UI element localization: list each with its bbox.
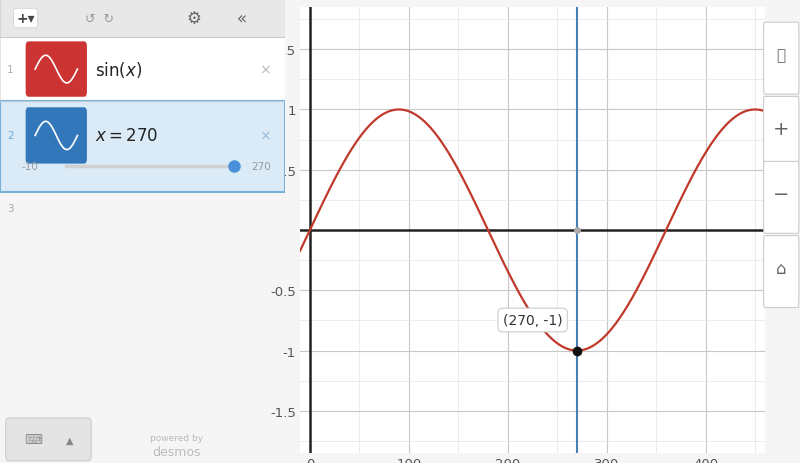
- FancyBboxPatch shape: [763, 236, 799, 308]
- FancyBboxPatch shape: [0, 38, 285, 102]
- Text: +: +: [773, 120, 790, 139]
- Text: 3: 3: [7, 204, 14, 214]
- Text: ⌂: ⌂: [776, 260, 786, 277]
- FancyBboxPatch shape: [0, 102, 285, 192]
- Text: ⚙: ⚙: [186, 10, 202, 28]
- Text: 270: 270: [251, 162, 270, 172]
- FancyBboxPatch shape: [6, 418, 91, 461]
- Text: −: −: [773, 185, 790, 204]
- Text: powered by: powered by: [150, 433, 203, 442]
- Text: ×: ×: [259, 129, 271, 143]
- Text: $\sin(x)$: $\sin(x)$: [95, 60, 142, 80]
- Text: ↺  ↻: ↺ ↻: [86, 13, 114, 25]
- FancyBboxPatch shape: [26, 108, 87, 164]
- Text: -10: -10: [22, 162, 38, 172]
- Text: (270, -1): (270, -1): [503, 313, 562, 327]
- Text: ⌨: ⌨: [24, 433, 42, 446]
- FancyBboxPatch shape: [0, 0, 285, 38]
- FancyBboxPatch shape: [763, 162, 799, 234]
- Text: 1: 1: [7, 65, 14, 75]
- Text: ×: ×: [259, 63, 271, 77]
- Text: 2: 2: [7, 131, 14, 141]
- Text: desmos: desmos: [153, 445, 201, 458]
- Text: sin(x): sin(x): [267, 0, 282, 4]
- Text: $x = 270$: $x = 270$: [95, 127, 158, 145]
- FancyBboxPatch shape: [763, 23, 799, 95]
- FancyBboxPatch shape: [26, 42, 87, 98]
- Text: ▲: ▲: [66, 434, 74, 444]
- Text: «: «: [237, 10, 247, 28]
- FancyBboxPatch shape: [763, 97, 799, 169]
- Text: +▾: +▾: [16, 12, 35, 26]
- Text: 🔧: 🔧: [777, 48, 786, 63]
